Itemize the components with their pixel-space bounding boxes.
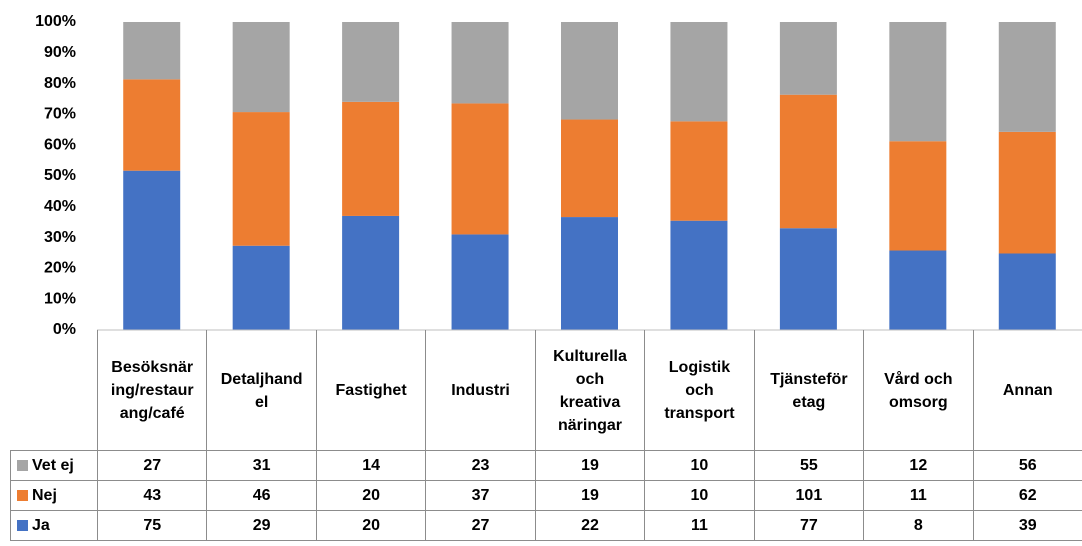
y-tick-label: 100% bbox=[35, 13, 76, 30]
bar-segment bbox=[670, 22, 728, 122]
category-label: Tjänsteföretag bbox=[770, 370, 848, 411]
table-value: 27 bbox=[97, 450, 208, 481]
category-header: Annan bbox=[972, 330, 1082, 451]
bar-segment bbox=[123, 79, 181, 171]
category-label: Vård och omsorg bbox=[884, 370, 953, 411]
category-label: Kulturella och kreativa näringar bbox=[553, 347, 627, 434]
bar-segment bbox=[451, 103, 509, 235]
table-value: 12 bbox=[863, 450, 974, 481]
legend-key bbox=[17, 520, 28, 531]
table-value: 23 bbox=[425, 450, 536, 481]
bar-segment bbox=[123, 170, 181, 330]
bar-segment bbox=[998, 22, 1056, 132]
y-tick-label: 30% bbox=[44, 229, 76, 246]
table-value: 75 bbox=[97, 510, 208, 541]
table-value: 37 bbox=[425, 480, 536, 511]
category-label: Fastighet bbox=[335, 382, 407, 399]
table-value: 20 bbox=[315, 510, 427, 541]
table-value: 22 bbox=[534, 510, 646, 541]
legend-label: Vet ej bbox=[32, 457, 74, 474]
bar-segment bbox=[889, 22, 947, 142]
category-header: Tjänsteföretag bbox=[753, 330, 865, 451]
category-header: Kulturella och kreativa näringar bbox=[534, 330, 646, 451]
table-value: 11 bbox=[863, 480, 974, 511]
y-tick-label: 40% bbox=[44, 198, 76, 215]
bar-segment bbox=[561, 22, 618, 120]
table-value: 39 bbox=[972, 510, 1082, 541]
table-value: 101 bbox=[753, 480, 865, 511]
table-value: 11 bbox=[644, 510, 755, 541]
table-value: 27 bbox=[425, 510, 536, 541]
category-header: Vård och omsorg bbox=[863, 330, 974, 451]
table-value: 43 bbox=[97, 480, 208, 511]
category-header: Fastighet bbox=[315, 330, 427, 451]
bar-segment bbox=[670, 121, 728, 221]
table-value: 31 bbox=[206, 450, 317, 481]
category-header: Besöksnäring/restaurang/café bbox=[97, 330, 208, 451]
y-tick-label: 0% bbox=[53, 321, 76, 338]
bar-segment bbox=[451, 22, 509, 104]
y-tick-label: 10% bbox=[44, 290, 76, 307]
y-tick-label: 90% bbox=[44, 44, 76, 61]
bar-segment bbox=[998, 131, 1056, 254]
legend-label: Nej bbox=[32, 487, 57, 504]
table-value: 10 bbox=[644, 450, 755, 481]
legend-label: Ja bbox=[32, 517, 50, 534]
table-value: 46 bbox=[206, 480, 317, 511]
table-value: 10 bbox=[644, 480, 755, 511]
category-label: Logistik och transport bbox=[664, 359, 735, 422]
legend-key bbox=[17, 490, 28, 501]
bar-segment bbox=[998, 253, 1056, 330]
category-label: Detaljhandel bbox=[220, 370, 303, 411]
bar-segment bbox=[451, 234, 509, 330]
legend-entry: Ja bbox=[10, 510, 98, 541]
table-value: 77 bbox=[753, 510, 865, 541]
table-value: 14 bbox=[315, 450, 427, 481]
table-value: 19 bbox=[534, 480, 646, 511]
bar-segment bbox=[779, 94, 837, 229]
y-tick-label: 60% bbox=[44, 136, 76, 153]
y-tick-label: 20% bbox=[44, 260, 76, 277]
bar-segment bbox=[123, 22, 181, 80]
category-header: Industri bbox=[425, 330, 536, 451]
table-value: 19 bbox=[534, 450, 646, 481]
category-label: Industri bbox=[451, 382, 510, 399]
category-header: Logistik och transport bbox=[644, 330, 755, 451]
bar-segment bbox=[232, 112, 290, 246]
y-tick-label: 50% bbox=[44, 167, 76, 184]
bar-segment bbox=[342, 215, 400, 330]
bar-segment bbox=[561, 119, 618, 218]
legend-entry: Vet ej bbox=[10, 450, 98, 481]
table-value: 62 bbox=[972, 480, 1082, 511]
bar-segment bbox=[889, 250, 947, 330]
bar-segment bbox=[889, 141, 947, 251]
category-label: Annan bbox=[1002, 382, 1053, 399]
bar-segment bbox=[779, 228, 837, 330]
bar-segment bbox=[232, 245, 290, 330]
bar-segment bbox=[561, 217, 618, 330]
bar-segment bbox=[779, 22, 837, 95]
table-value: 20 bbox=[315, 480, 427, 511]
table-value: 29 bbox=[206, 510, 317, 541]
table-value: 56 bbox=[972, 450, 1082, 481]
bar-segment bbox=[670, 220, 728, 330]
table-value: 8 bbox=[863, 510, 974, 541]
legend-entry: Nej bbox=[10, 480, 98, 511]
y-tick-label: 70% bbox=[44, 106, 76, 123]
y-tick-label: 80% bbox=[44, 75, 76, 92]
legend-key bbox=[17, 460, 28, 471]
table-value: 55 bbox=[753, 450, 865, 481]
bar-segment bbox=[232, 22, 290, 113]
bar-segment bbox=[342, 101, 400, 216]
bar-segment bbox=[342, 22, 400, 102]
category-header: Detaljhandel bbox=[206, 330, 317, 451]
category-label: Besöksnäring/restaurang/café bbox=[110, 359, 194, 422]
